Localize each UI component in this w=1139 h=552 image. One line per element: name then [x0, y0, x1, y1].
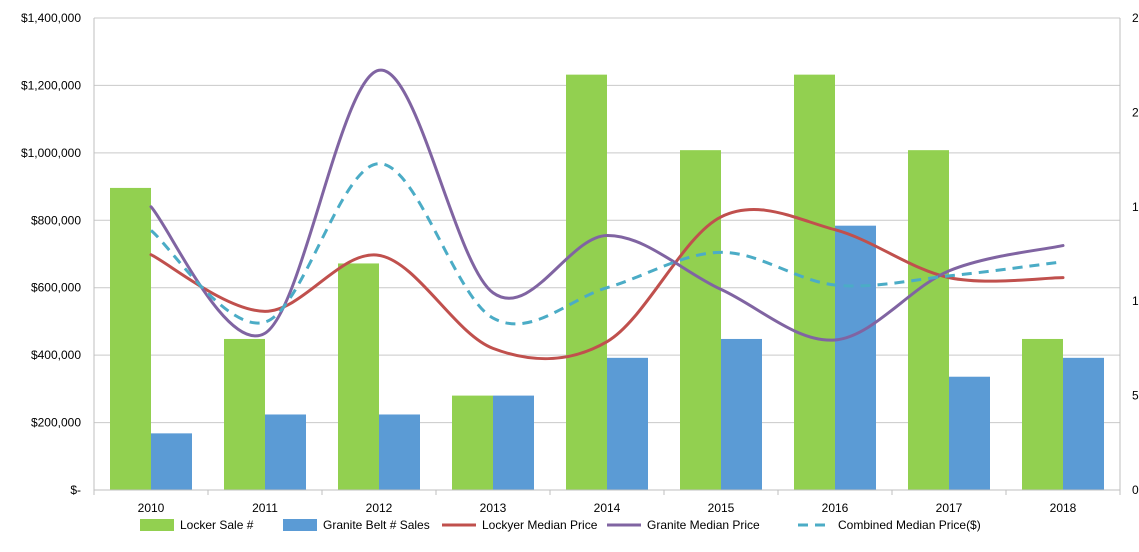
bar-locker-sale: [1022, 338, 1063, 490]
y-right-tick-label: 1: [1132, 200, 1139, 214]
y-left-tick-label: $600,000: [31, 281, 81, 295]
y-right-tick-label: 1: [1132, 294, 1139, 308]
bar-locker-sale: [908, 150, 949, 490]
bar-locker-sale: [224, 338, 265, 490]
line-series-group: [149, 68, 1065, 361]
x-tick-label: 2017: [936, 501, 963, 515]
legend-label-granite-belt-sales: Granite Belt # Sales: [323, 518, 430, 532]
bar-series-group: [110, 74, 1104, 491]
y-right-tick-label: 2: [1132, 105, 1139, 119]
legend-label-combined-median-price: Combined Median Price($): [838, 518, 981, 532]
x-tick-label: 2011: [252, 501, 278, 515]
bar-granite-belt-sales: [835, 225, 876, 490]
y-right-tick-label: 0: [1132, 483, 1139, 497]
x-tick-label: 2018: [1050, 501, 1077, 515]
y-right-tick-label: 5: [1132, 389, 1139, 403]
bar-granite-belt-sales: [949, 376, 990, 490]
bar-granite-belt-sales: [151, 433, 192, 490]
y-left-tick-label: $1,000,000: [21, 146, 81, 160]
legend-label-locker-sale: Locker Sale #: [180, 518, 254, 532]
bar-granite-belt-sales: [1063, 357, 1104, 490]
bar-locker-sale: [452, 395, 493, 490]
bar-granite-belt-sales: [607, 357, 648, 490]
legend: Locker Sale # Granite Belt # Sales Lockyer…: [140, 518, 981, 532]
y-left-tick-label: $400,000: [31, 348, 81, 362]
y-left-tick-label: $1,200,000: [21, 78, 81, 92]
line-lockyer-median-price: [149, 208, 1065, 361]
legend-swatch-locker-sale: [140, 519, 174, 531]
y-left-tick-label: $200,000: [31, 416, 81, 430]
x-tick-label: 2016: [822, 501, 849, 515]
x-tick-label: 2012: [366, 501, 393, 515]
bar-granite-belt-sales: [265, 414, 306, 490]
bar-granite-belt-sales: [379, 414, 420, 490]
x-tick-label: 2015: [708, 501, 735, 515]
bar-granite-belt-sales: [721, 338, 762, 490]
x-tick-label: 2014: [594, 501, 621, 515]
bar-locker-sale: [338, 263, 379, 490]
y-right-tick-label: 2: [1132, 11, 1139, 25]
y-left-tick-label: $800,000: [31, 213, 81, 227]
bar-locker-sale: [566, 74, 607, 490]
x-tick-label: 2013: [480, 501, 507, 515]
axes: $- $200,000 $400,000 $600,000 $800,000 $1,000…: [21, 11, 1139, 515]
line-granite-median-price: [149, 68, 1065, 342]
bar-locker-sale: [110, 187, 151, 491]
y-left-tick-label: $1,400,000: [21, 11, 81, 25]
bar-granite-belt-sales: [493, 395, 534, 490]
legend-label-granite-median-price: Granite Median Price: [647, 518, 760, 532]
line-combined-median-price: [150, 162, 1064, 326]
legend-swatch-granite-belt-sales: [283, 519, 317, 531]
legend-label-lockyer-median-price: Lockyer Median Price: [482, 518, 598, 532]
bar-locker-sale: [680, 150, 721, 490]
x-tick-label: 2010: [138, 501, 165, 515]
y-left-tick-label: $-: [70, 483, 81, 497]
